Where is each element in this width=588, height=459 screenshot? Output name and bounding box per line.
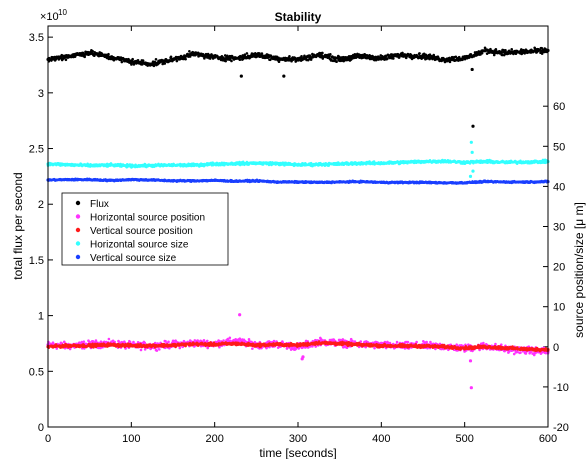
data-point [251, 347, 254, 350]
data-point [193, 339, 197, 342]
data-point [272, 339, 276, 343]
data-point [434, 347, 437, 351]
data-point [406, 340, 410, 344]
data-point [253, 340, 257, 344]
data-point [139, 348, 143, 352]
series-horizontal-source-size [46, 158, 550, 169]
series-flux [46, 46, 550, 68]
x-tick-label: 600 [539, 433, 557, 445]
x-tick-label: 400 [372, 433, 390, 445]
data-point [107, 337, 111, 341]
data-point [415, 340, 418, 344]
data-point [532, 353, 536, 357]
data-point [167, 340, 170, 344]
data-point [314, 345, 318, 348]
y-left-tick-label: 1 [38, 311, 44, 323]
data-point [172, 339, 175, 343]
data-point [143, 348, 147, 351]
y-left-tick-label: 3 [38, 88, 44, 100]
x-tick-label: 200 [205, 433, 223, 445]
data-point [94, 339, 98, 342]
data-point [285, 347, 289, 350]
data-point [55, 347, 59, 350]
y-right-tick-label: 10 [553, 302, 565, 314]
data-point [228, 336, 232, 340]
series-vertical-source-position [46, 340, 550, 353]
data-point [205, 339, 209, 343]
y-left-tick-label: 0.5 [29, 366, 44, 378]
series-vertical-source-size [46, 177, 550, 185]
y-right-tick-label: -20 [553, 422, 569, 434]
data-point [62, 340, 66, 344]
y-right-tick-label: 20 [553, 262, 565, 274]
data-point [345, 346, 349, 350]
data-point [132, 340, 135, 344]
data-point [158, 348, 161, 351]
data-point [155, 349, 159, 352]
y-left-tick-label: 0 [38, 422, 44, 434]
data-point [503, 349, 506, 353]
x-tick-label: 300 [289, 433, 307, 445]
y-left-tick-label: 2.5 [29, 144, 44, 156]
axis-ticks: 0 100 200 300 400 500 60000.511.522.533.5-20-1… [29, 26, 569, 445]
y-right-tick-label: 40 [553, 181, 565, 193]
data-point [482, 341, 485, 345]
data-point [373, 346, 376, 350]
data-point [143, 341, 147, 345]
data-point [455, 343, 458, 346]
data-point [516, 350, 519, 354]
data-point [311, 345, 314, 348]
data-point [99, 346, 102, 350]
x-tick-label: 500 [455, 433, 473, 445]
data-point [164, 339, 167, 343]
data-point [388, 341, 392, 345]
data-point [178, 346, 182, 350]
y-right-tick-label: 60 [553, 101, 565, 113]
y-right-tick-label: 30 [553, 222, 565, 234]
data-point [99, 340, 103, 343]
y-left-tick-label: 3.5 [29, 32, 44, 44]
y-left-tick-label: 1.5 [29, 255, 44, 267]
data-point [222, 339, 225, 342]
y-right-tick-label: -10 [553, 382, 569, 394]
y-left-tick-label: 2 [38, 199, 44, 211]
data-points [46, 46, 550, 390]
data-point [82, 340, 86, 343]
y-right-tick-label: 50 [553, 141, 565, 153]
data-point [512, 352, 516, 356]
x-tick-label: 100 [122, 433, 140, 445]
data-point [351, 339, 354, 343]
data-point [168, 346, 171, 350]
x-tick-label: 0 [45, 433, 51, 445]
data-point [395, 340, 399, 344]
y-right-tick-label: 0 [553, 342, 559, 354]
data-point [519, 351, 522, 354]
data-point [425, 340, 428, 344]
data-point [494, 342, 497, 346]
data-point [499, 343, 503, 347]
